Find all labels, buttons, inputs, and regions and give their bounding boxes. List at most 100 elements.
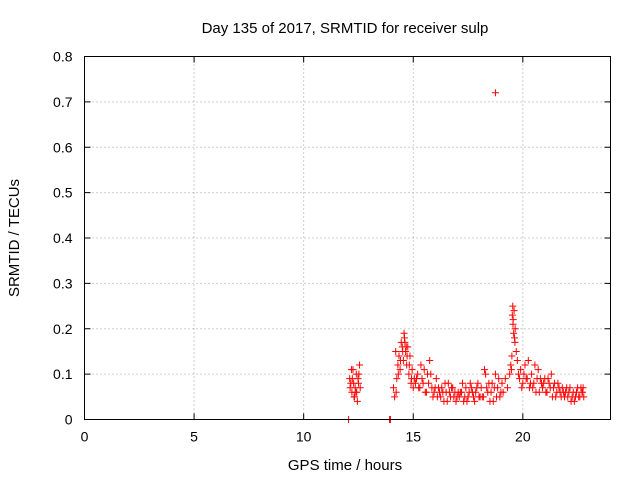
y-tick-label: 0.6 [53, 139, 73, 155]
data-point [508, 311, 516, 319]
data-point [573, 388, 581, 396]
data-point [417, 361, 425, 369]
data-point [568, 393, 576, 401]
data-point [461, 393, 469, 401]
data-points-layer [345, 89, 588, 423]
data-point [494, 384, 502, 392]
data-point [394, 370, 402, 378]
data-point [423, 370, 431, 378]
data-point [548, 393, 556, 401]
data-point [428, 384, 436, 392]
data-point [456, 388, 464, 396]
x-tick-label: 20 [515, 429, 531, 445]
data-point [535, 388, 543, 396]
data-point [489, 397, 497, 405]
data-point [463, 397, 471, 405]
data-point [403, 352, 411, 360]
data-point [395, 352, 403, 360]
data-point [414, 370, 422, 378]
data-point [553, 388, 561, 396]
data-point [522, 375, 530, 383]
data-point [562, 388, 570, 396]
data-point [580, 393, 588, 401]
data-point [507, 361, 515, 369]
x-tick-label: 5 [190, 429, 198, 445]
data-point [467, 384, 475, 392]
series-srmtid [345, 89, 588, 423]
data-point [547, 370, 555, 378]
data-point [478, 393, 486, 401]
data-point [495, 375, 503, 383]
data-point [517, 366, 525, 374]
data-point [529, 384, 537, 392]
data-point [445, 388, 453, 396]
data-point [413, 375, 421, 383]
data-point [392, 388, 400, 396]
data-point [546, 384, 554, 392]
data-point [399, 347, 407, 355]
y-tick-label: 0.7 [53, 94, 73, 110]
data-point [566, 384, 574, 392]
data-point [555, 384, 563, 392]
data-point [577, 384, 585, 392]
y-tick-label: 0.2 [53, 321, 73, 337]
data-point [443, 397, 451, 405]
data-point [509, 302, 517, 310]
data-point [501, 375, 509, 383]
data-point [487, 388, 495, 396]
data-point [533, 375, 541, 383]
data-point [448, 384, 456, 392]
data-point [516, 375, 524, 383]
data-point [356, 361, 364, 369]
data-point [491, 89, 499, 97]
data-point [397, 357, 405, 365]
x-axis-label: GPS time / hours [288, 457, 402, 474]
data-point [578, 388, 586, 396]
y-tick-label: 0.8 [53, 49, 73, 65]
data-point [531, 361, 539, 369]
data-point [346, 384, 354, 392]
data-point [508, 352, 516, 360]
data-point [396, 366, 404, 374]
y-tick-label: 0.3 [53, 275, 73, 291]
data-point [510, 307, 518, 315]
data-point [521, 361, 529, 369]
data-point [405, 370, 413, 378]
x-tick-label: 15 [405, 429, 421, 445]
data-point [544, 375, 552, 383]
data-point [426, 357, 434, 365]
data-point [465, 388, 473, 396]
data-point [421, 388, 429, 396]
plot-frame [84, 56, 611, 420]
data-point [513, 357, 521, 365]
data-point [415, 384, 423, 392]
data-point [496, 393, 504, 401]
data-point [432, 375, 440, 383]
y-tick-label: 0.5 [53, 185, 73, 201]
tick-label-layer: 0 5 10 15 20 0 0.1 0.2 0.3 0.4 0.5 0.6 0.7 0.8 [53, 49, 531, 445]
data-point [466, 379, 474, 387]
data-point [471, 397, 479, 405]
data-point [356, 384, 364, 392]
data-point [519, 379, 527, 387]
data-point [534, 366, 542, 374]
data-point [400, 329, 408, 337]
data-point [524, 357, 532, 365]
data-point [509, 316, 517, 324]
data-point [570, 397, 578, 405]
data-point [434, 384, 442, 392]
data-point [511, 325, 519, 333]
data-point [482, 370, 490, 378]
data-point [474, 379, 482, 387]
data-point [520, 370, 528, 378]
data-point [542, 388, 550, 396]
data-point [408, 366, 416, 374]
data-point [391, 393, 399, 401]
chart-title: Day 135 of 2017, SRMTID for receiver sul… [202, 20, 489, 37]
y-axis-label: SRMTID / TECUs [6, 179, 23, 297]
data-point [511, 338, 519, 346]
data-point [419, 379, 427, 387]
data-point [510, 329, 518, 337]
data-point [354, 375, 362, 383]
data-point [506, 370, 514, 378]
